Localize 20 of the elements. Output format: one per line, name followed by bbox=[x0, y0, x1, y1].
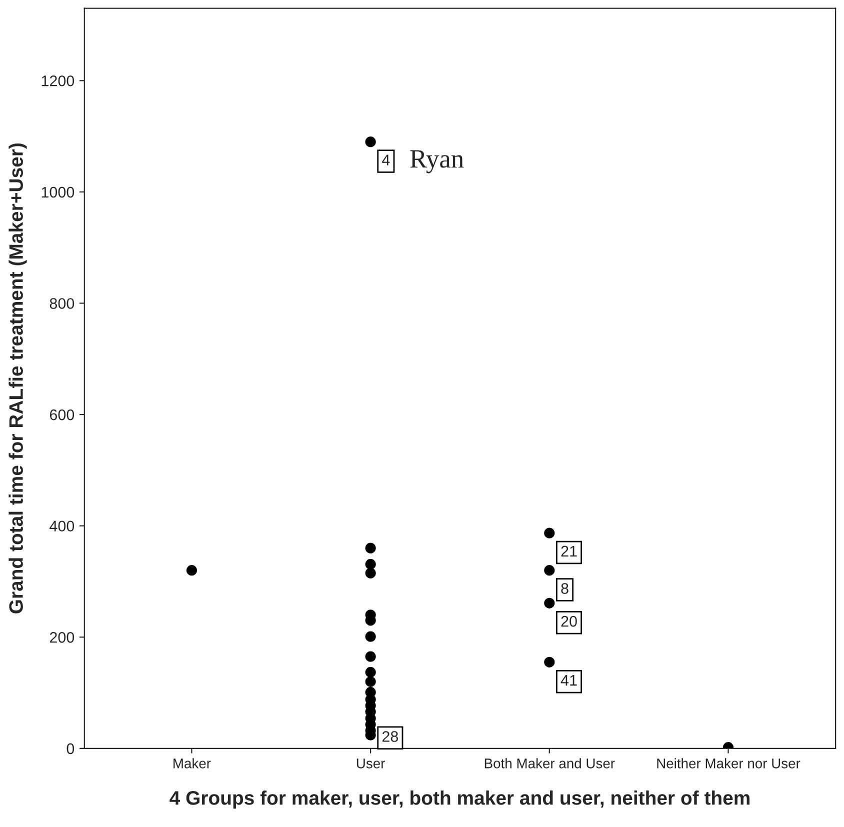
y-tick-label: 0 bbox=[66, 743, 74, 754]
x-tick-label: User bbox=[356, 758, 385, 768]
annotation: 4 bbox=[382, 154, 390, 166]
y-tick-label: 1200 bbox=[42, 75, 74, 86]
annotation: 41 bbox=[560, 675, 577, 686]
y-tick-label: 200 bbox=[50, 632, 74, 643]
annotation: Ryan bbox=[410, 150, 464, 174]
y-tick-label: 800 bbox=[50, 298, 74, 309]
annotation: 28 bbox=[382, 731, 398, 742]
y-axis-title: Grand total time for RALfie treatment (Maker+User) bbox=[8, 143, 27, 614]
y-tick-label: 600 bbox=[50, 409, 74, 420]
annotation: 21 bbox=[561, 546, 577, 556]
x-axis-title: 4 Groups for maker, user, both maker and user, neither of them bbox=[170, 790, 750, 809]
x-tick-label: Both Maker and User bbox=[484, 758, 615, 768]
y-tick-label: 1000 bbox=[42, 186, 74, 198]
annotation: 8 bbox=[561, 583, 568, 594]
annotation: 20 bbox=[561, 616, 577, 627]
x-tick-label: Neither Maker nor User bbox=[657, 758, 800, 768]
x-tick-label: Maker bbox=[174, 758, 211, 768]
y-tick-label: 400 bbox=[50, 520, 74, 532]
